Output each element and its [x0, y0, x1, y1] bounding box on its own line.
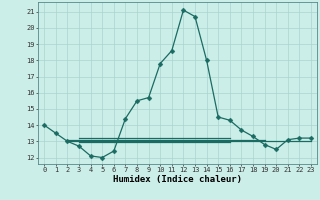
X-axis label: Humidex (Indice chaleur): Humidex (Indice chaleur) [113, 175, 242, 184]
